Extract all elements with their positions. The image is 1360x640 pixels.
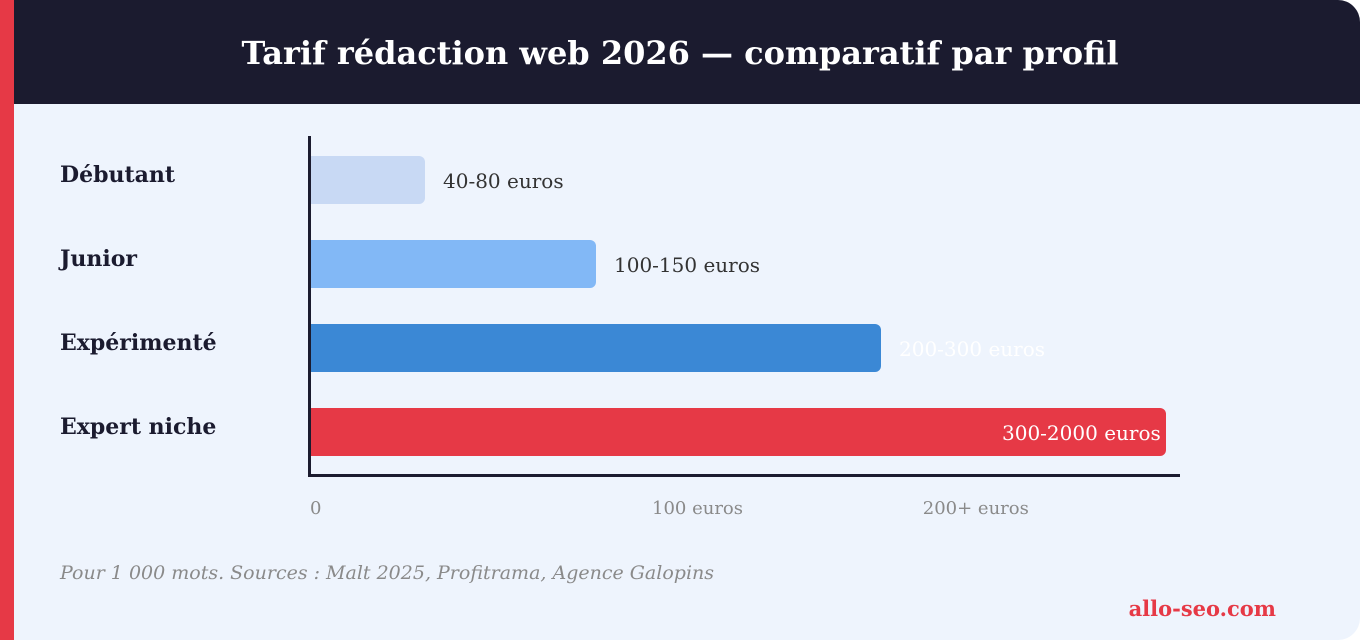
category-label-experimente: Expérimenté — [60, 330, 217, 356]
x-tick-label: 100 euros — [652, 498, 744, 519]
x-axis-line — [308, 474, 1180, 477]
bar-expert-niche — [311, 408, 1166, 456]
category-label-debutant: Débutant — [60, 162, 176, 188]
bar-debutant — [311, 156, 425, 204]
source-note: Pour 1 000 mots. Sources : Malt 2025, Pr… — [60, 562, 715, 584]
x-tick-label: 0 — [310, 498, 322, 519]
x-tick-label: 200+ euros — [922, 498, 1029, 519]
category-label-junior: Junior — [60, 246, 138, 272]
chart-title: Tarif rédaction web 2026 — comparatif pa… — [241, 34, 1119, 72]
value-label-expert-niche: 300-2000 euros — [1002, 421, 1161, 445]
value-label-junior: 100-150 euros — [614, 253, 761, 277]
chart-header: Tarif rédaction web 2026 — comparatif pa… — [14, 0, 1360, 104]
bar-experimente — [311, 324, 881, 372]
accent-bar — [0, 0, 14, 640]
y-axis-line — [308, 136, 311, 477]
category-label-expert-niche: Expert niche — [60, 414, 217, 440]
brand-label: allo-seo.com — [1128, 596, 1276, 621]
value-label-experimente: 200-300 euros — [899, 337, 1046, 361]
value-label-debutant: 40-80 euros — [443, 169, 564, 193]
bar-junior — [311, 240, 596, 288]
